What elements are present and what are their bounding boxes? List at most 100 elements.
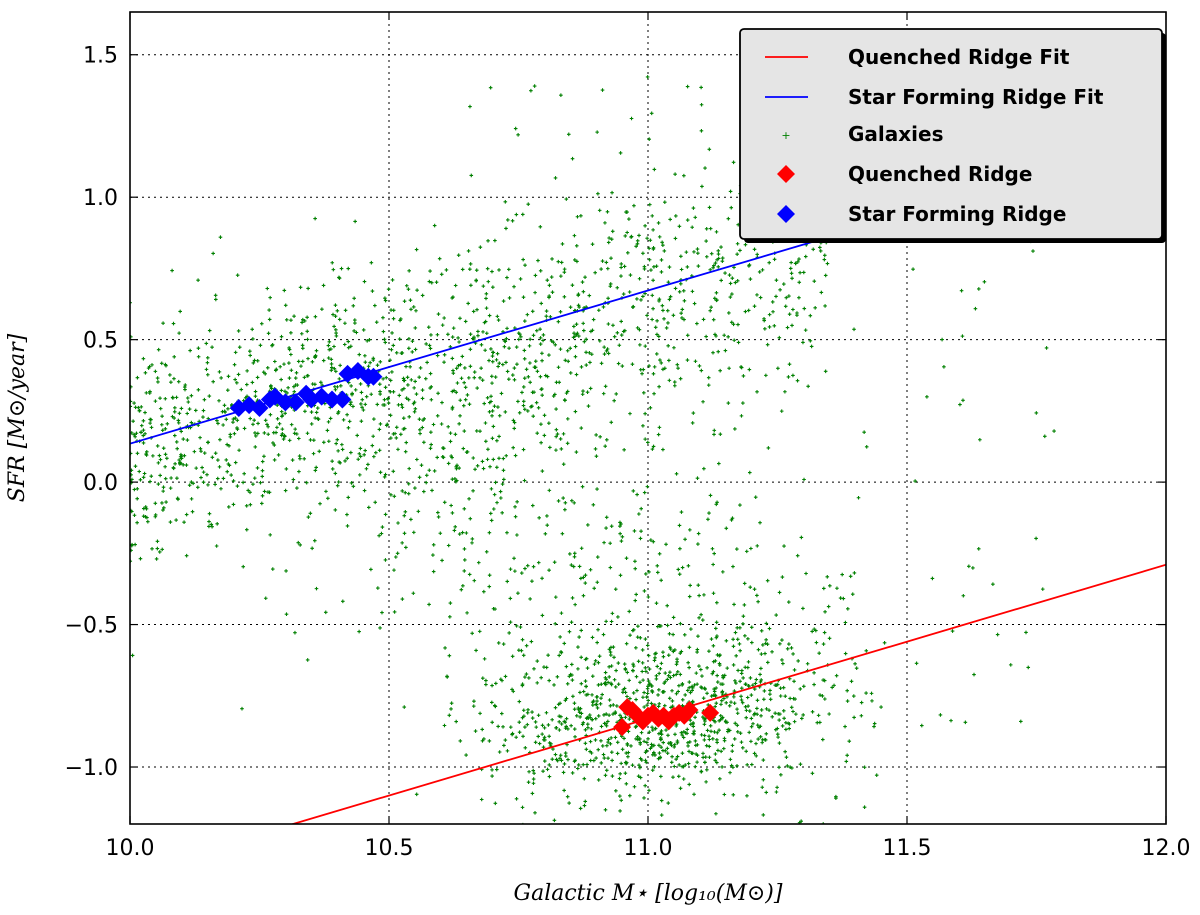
galaxy-point <box>719 682 723 686</box>
galaxy-point <box>823 697 827 701</box>
y-tick-label: −0.5 <box>65 614 118 639</box>
galaxy-point <box>640 661 645 665</box>
galaxy-point <box>431 553 435 557</box>
legend-label-galaxies: Galaxies <box>848 122 944 146</box>
galaxy-point <box>175 446 180 451</box>
galaxy-point <box>626 754 630 759</box>
galaxy-point <box>303 409 307 414</box>
galaxy-point <box>537 516 541 520</box>
galaxy-point <box>712 428 717 433</box>
galaxy-point <box>565 348 570 353</box>
galaxy-point <box>429 280 434 285</box>
galaxy-point <box>245 382 249 387</box>
galaxy-point <box>327 347 332 352</box>
galaxy-point <box>919 723 924 728</box>
galaxy-point <box>412 400 417 405</box>
galaxy-point <box>422 440 426 445</box>
galaxy-point <box>584 350 588 355</box>
galaxy-point <box>603 807 608 812</box>
galaxy-point <box>744 715 749 720</box>
galaxy-point <box>523 263 527 267</box>
galaxy-point <box>548 315 553 319</box>
galaxy-point <box>450 455 454 460</box>
galaxy-point <box>516 399 520 404</box>
galaxy-point <box>673 286 678 291</box>
galaxy-point <box>727 366 731 371</box>
galaxy-point <box>457 340 461 344</box>
galaxy-point <box>226 462 231 466</box>
galaxy-point <box>830 685 834 690</box>
galaxy-point <box>715 298 719 302</box>
galaxy-point <box>590 352 594 357</box>
galaxy-point <box>466 301 470 306</box>
galaxy-point <box>594 702 598 707</box>
galaxy-point <box>287 347 292 352</box>
galaxy-point <box>758 680 763 684</box>
galaxy-point <box>656 221 661 225</box>
galaxy-point <box>632 529 637 533</box>
galaxy-point <box>336 449 340 453</box>
galaxy-point <box>624 760 629 765</box>
galaxy-point <box>603 670 608 675</box>
galaxy-point <box>517 730 522 734</box>
galaxy-point <box>911 267 915 272</box>
galaxy-point <box>346 345 351 350</box>
galaxy-point <box>155 546 160 551</box>
galaxy-point <box>848 574 853 579</box>
galaxy-point <box>822 630 827 635</box>
galaxy-point <box>659 737 663 742</box>
galaxy-point <box>321 283 326 288</box>
galaxy-point <box>521 447 526 452</box>
galaxy-point <box>139 405 144 409</box>
galaxy-point <box>173 406 177 410</box>
galaxy-point <box>471 456 476 460</box>
galaxy-point <box>588 386 593 391</box>
galaxy-point <box>764 621 769 626</box>
galaxy-point <box>363 353 367 358</box>
galaxy-point <box>722 736 727 741</box>
galaxy-point <box>572 331 576 335</box>
galaxy-point <box>618 771 622 776</box>
galaxy-point <box>222 403 227 408</box>
galaxy-point <box>202 451 207 455</box>
galaxy-point <box>676 366 680 370</box>
galaxy-point <box>490 768 494 772</box>
galaxy-point <box>585 762 589 767</box>
galaxy-point <box>719 245 723 249</box>
galaxy-point <box>314 586 319 591</box>
galaxy-point <box>366 364 371 369</box>
galaxy-point <box>582 776 587 781</box>
galaxy-point <box>601 305 606 309</box>
galaxy-point <box>656 704 661 709</box>
galaxy-point <box>132 513 137 518</box>
galaxy-point <box>557 714 562 719</box>
galaxy-point <box>1031 249 1035 253</box>
galaxy-point <box>713 704 717 709</box>
galaxy-point <box>708 267 713 272</box>
galaxy-point <box>374 320 379 324</box>
galaxy-point <box>647 364 651 368</box>
galaxy-point <box>497 361 502 366</box>
galaxy-point <box>530 390 535 395</box>
galaxy-point <box>440 323 445 327</box>
galaxy-point <box>273 359 277 364</box>
galaxy-point <box>782 544 786 548</box>
galaxy-point <box>462 547 467 551</box>
galaxy-point <box>450 356 455 361</box>
galaxy-point <box>292 431 297 436</box>
galaxy-point <box>666 344 670 348</box>
galaxy-point <box>736 668 740 673</box>
galaxy-point <box>673 383 677 388</box>
galaxy-point <box>467 496 471 501</box>
galaxy-point <box>413 326 418 330</box>
galaxy-point <box>406 397 411 402</box>
galaxy-point <box>419 463 424 468</box>
galaxy-point <box>750 762 754 767</box>
galaxy-point <box>327 439 331 444</box>
galaxy-point <box>440 400 444 405</box>
galaxy-point <box>633 566 638 571</box>
galaxy-point <box>188 348 192 353</box>
galaxy-point <box>765 342 770 347</box>
galaxy-point <box>666 801 671 805</box>
galaxy-point <box>339 266 344 271</box>
